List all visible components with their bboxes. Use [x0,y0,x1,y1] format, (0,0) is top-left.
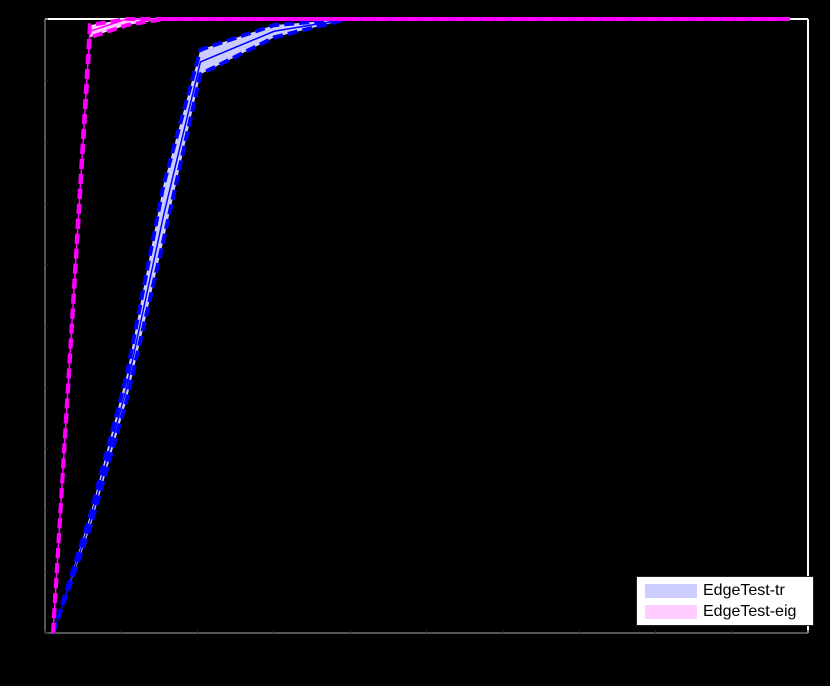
legend-item-edgetest-eig: EdgeTest-eig [645,602,796,622]
legend-item-edgetest-tr: EdgeTest-tr [645,581,785,601]
legend-label: EdgeTest-eig [703,603,797,620]
plot-area [51,17,790,634]
series-edgetest-eig [51,17,790,634]
legend-swatch-tr [645,584,697,598]
legend-swatch-eig [645,605,697,619]
legend-label: EdgeTest-tr [703,582,785,599]
legend: EdgeTest-tr EdgeTest-eig [636,576,814,626]
